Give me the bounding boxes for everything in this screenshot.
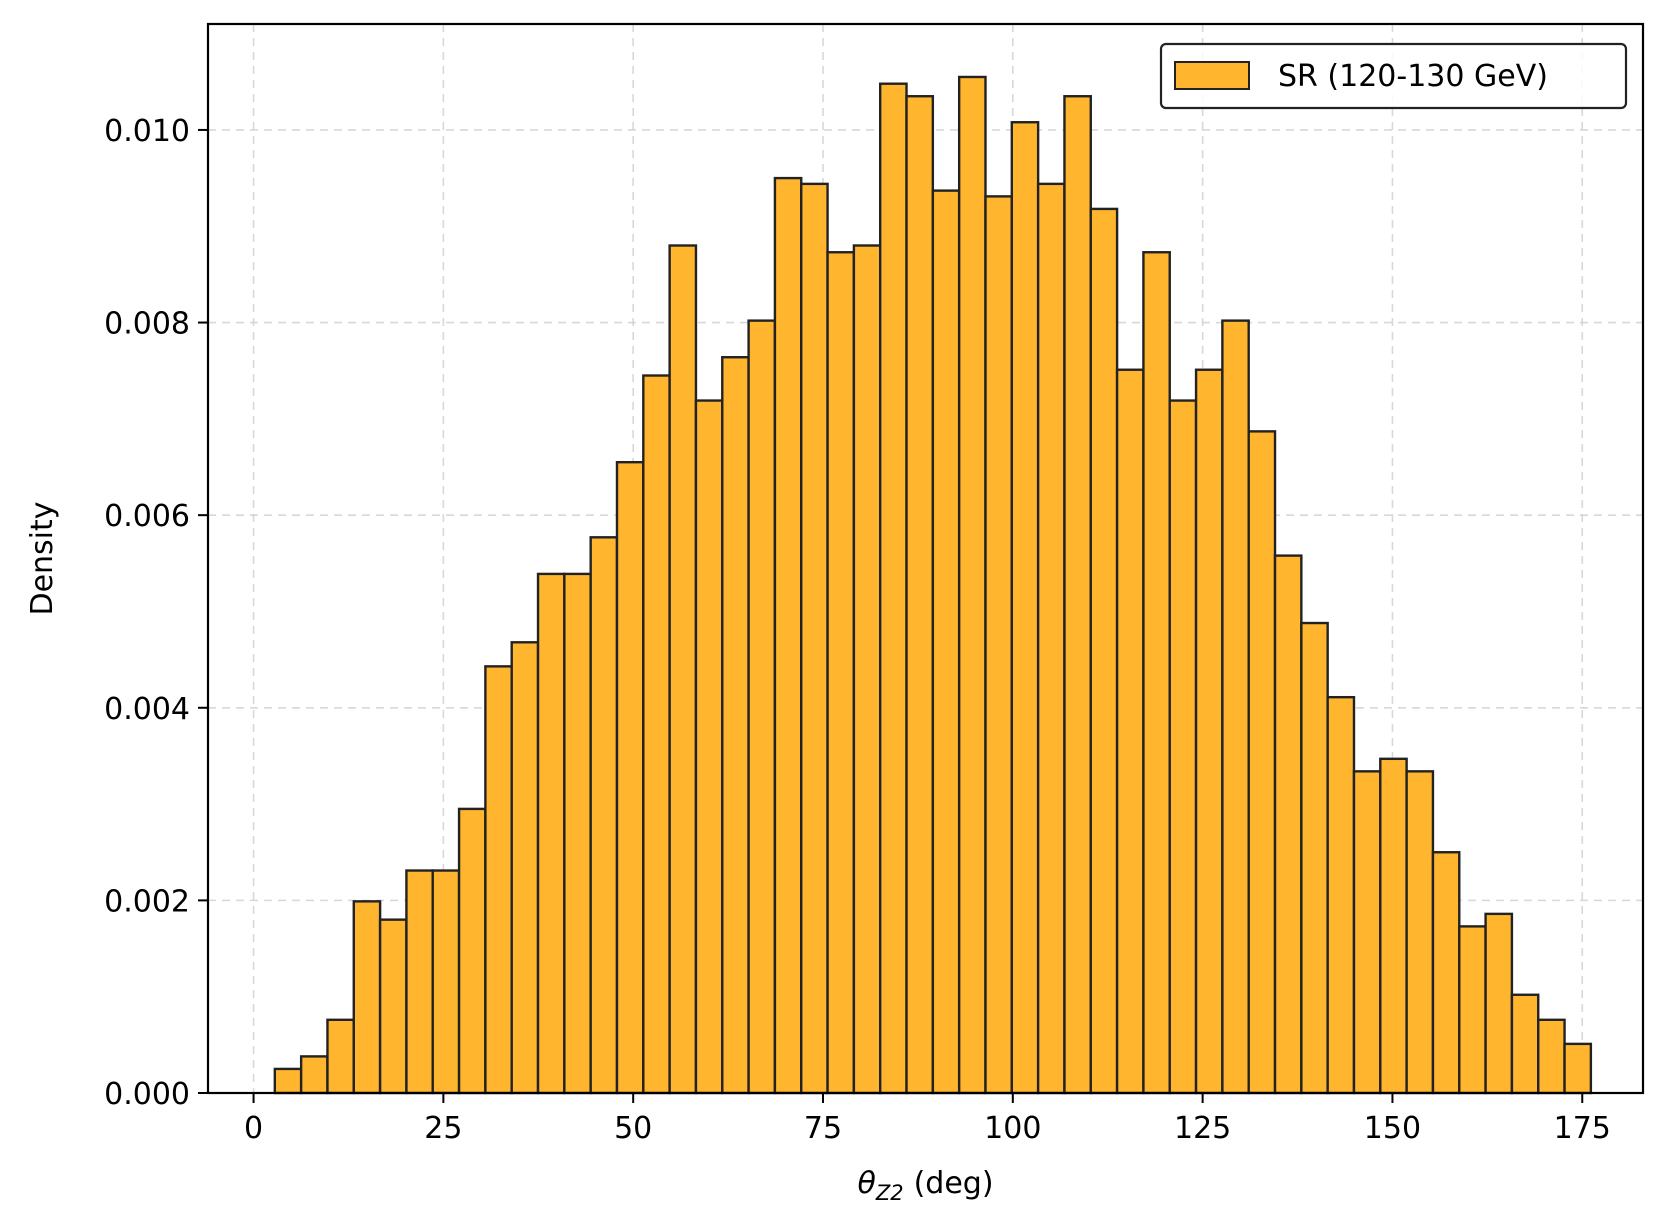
- x-axis-label: θZ2 (deg): [857, 1166, 993, 1205]
- histogram-bar: [1379, 757, 1408, 1095]
- histogram-bar: [1510, 993, 1540, 1095]
- histogram-bar: [1326, 695, 1356, 1095]
- x-axis-ticks: 0 25 50 75 100 125 150 175: [244, 1093, 1611, 1146]
- legend-box: [1159, 42, 1628, 110]
- x-tick-label: 125: [1174, 1111, 1231, 1146]
- histogram-bars: [273, 75, 1593, 1095]
- histogram-bar: [1273, 554, 1303, 1095]
- x-tick-label: 100: [984, 1111, 1041, 1146]
- histogram-bar: [1484, 912, 1514, 1095]
- y-tick-label: 0.000: [104, 1077, 190, 1112]
- histogram-bar: [1010, 121, 1040, 1095]
- legend-swatch: [1174, 61, 1250, 90]
- histogram-bar: [984, 195, 1014, 1095]
- y-tick-label: 0.008: [104, 307, 190, 342]
- x-tick-label: 50: [614, 1111, 652, 1146]
- y-tick-label: 0.002: [104, 884, 190, 919]
- histogram-bar: [1194, 368, 1224, 1095]
- histogram-bar: [852, 244, 882, 1095]
- y-axis-ticks: 0.000 0.002 0.004 0.006 0.008 0.010: [104, 114, 208, 1112]
- x-tick-label: 25: [424, 1111, 462, 1146]
- histogram-bar: [1247, 430, 1277, 1095]
- histogram-bar: [405, 869, 434, 1095]
- plot-area-frame: [206, 22, 1645, 1095]
- y-tick-label: 0.004: [104, 692, 190, 727]
- histogram-bar: [668, 244, 698, 1095]
- x-tick-label: 0: [244, 1111, 263, 1146]
- histogram-bar: [1089, 207, 1119, 1095]
- histogram-bar: [1458, 925, 1487, 1095]
- histogram-bar: [931, 189, 961, 1095]
- histogram-bar: [773, 176, 803, 1095]
- histogram-bar: [1063, 95, 1092, 1095]
- histogram-bar: [1537, 1018, 1566, 1095]
- histogram-bar: [721, 356, 750, 1095]
- histogram-bar: [826, 251, 856, 1095]
- y-tick-label: 0.010: [104, 114, 190, 149]
- histogram-bar: [1115, 368, 1145, 1095]
- histogram-bar: [747, 319, 777, 1095]
- x-tick-label: 150: [1364, 1111, 1421, 1146]
- histogram-bar: [1221, 319, 1250, 1095]
- histogram-bar: [431, 869, 461, 1095]
- histogram-bar: [905, 95, 935, 1095]
- histogram-bar: [352, 900, 382, 1095]
- x-tick-label: 75: [804, 1111, 842, 1146]
- histogram-bar: [1352, 770, 1382, 1095]
- legend: SR (120-130 GeV): [1159, 42, 1628, 110]
- histogram-bar: [299, 1055, 329, 1095]
- x-axis-label-unit: (deg): [914, 1166, 994, 1201]
- histogram-bar: [1300, 621, 1329, 1095]
- histogram-bar: [1405, 770, 1435, 1095]
- x-axis-label-subscript: Z2: [875, 1181, 904, 1205]
- histogram-bar: [484, 665, 513, 1095]
- histogram-bar: [563, 572, 592, 1095]
- histogram-bar: [642, 374, 671, 1095]
- histogram-bar: [1563, 1042, 1593, 1095]
- histogram-bar: [536, 572, 566, 1095]
- legend-label: SR (120-130 GeV): [1278, 59, 1548, 94]
- histogram-bar: [510, 641, 540, 1095]
- histogram-bar: [957, 75, 987, 1095]
- histogram-bar: [326, 1018, 355, 1095]
- x-tick-label: 175: [1554, 1111, 1611, 1146]
- histogram-bar: [589, 536, 619, 1095]
- histogram-bar: [1168, 399, 1198, 1095]
- histogram-bar: [615, 460, 645, 1095]
- y-tick-label: 0.006: [104, 499, 190, 534]
- histogram-bar: [457, 807, 487, 1095]
- histogram-bar: [1142, 251, 1171, 1095]
- histogram-bar: [1431, 851, 1461, 1095]
- histogram-bar: [273, 1067, 303, 1095]
- x-axis-label-symbol: θ: [857, 1166, 875, 1201]
- histogram-bar: [378, 918, 408, 1095]
- histogram-bar: [694, 399, 724, 1095]
- histogram-bar: [800, 182, 829, 1095]
- histogram-bar: [879, 82, 908, 1095]
- histogram-bar: [1036, 182, 1066, 1095]
- y-axis-label: Density: [25, 501, 60, 615]
